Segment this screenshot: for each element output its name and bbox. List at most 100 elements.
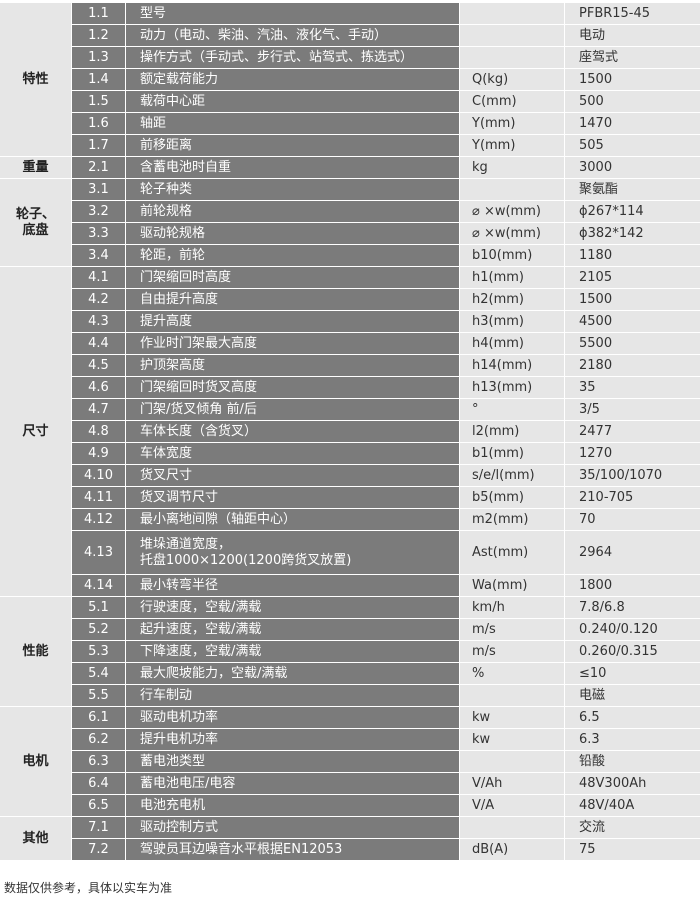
item-name: 起升速度，空载/满载: [126, 619, 460, 641]
item-number: 4.9: [72, 443, 126, 465]
item-value: 210-705: [565, 487, 700, 509]
spec-table: 特性 1.1 型号 PFBR15-45 1.2 动力（电动、柴油、汽油、液化气、手动） 电动…: [0, 3, 700, 861]
spec-row: 5.5 行车制动 电磁: [0, 685, 700, 707]
group-label: 重量: [0, 157, 72, 179]
item-name: 驾驶员耳边噪音水平根据EN12053: [126, 839, 460, 861]
item-value: 1500: [565, 289, 700, 311]
item-name: 前轮规格: [126, 201, 460, 223]
item-unit: Y(mm): [460, 135, 565, 157]
item-value: 70: [565, 509, 700, 531]
item-name: 最小转弯半径: [126, 575, 460, 597]
item-name: 前移距离: [126, 135, 460, 157]
item-number: 5.1: [72, 597, 126, 619]
item-name: 门架/货叉倾角 前/后: [126, 399, 460, 421]
spec-row: 4.13 堆垛通道宽度， 托盘1000×1200(1200跨货叉放置) Ast(mm…: [0, 531, 700, 575]
item-unit: [460, 25, 565, 47]
group-label: 性能: [0, 597, 72, 707]
spec-row: 尺寸 4.1 门架缩回时高度 h1(mm) 2105: [0, 267, 700, 597]
item-name: 堆垛通道宽度， 托盘1000×1200(1200跨货叉放置): [126, 531, 460, 575]
spec-row: 性能 5.1 行驶速度，空载/满载 km/h 7.8/6.8: [0, 597, 700, 707]
item-unit: h1(mm): [460, 267, 565, 289]
item-name: 轮子种类: [126, 179, 460, 201]
item-value: PFBR15-45: [565, 3, 700, 25]
group-label: 其他: [0, 817, 72, 861]
item-number: 3.3: [72, 223, 126, 245]
item-value: 铅酸: [565, 751, 700, 773]
item-unit: b10(mm): [460, 245, 565, 267]
item-name: 额定载荷能力: [126, 69, 460, 91]
item-number: 1.5: [72, 91, 126, 113]
item-value: 35/100/1070: [565, 465, 700, 487]
item-number: 6.3: [72, 751, 126, 773]
spec-row: 电机 6.1 驱动电机功率 kw 6.5: [0, 707, 700, 817]
item-name: 行驶速度，空载/满载: [126, 597, 460, 619]
spec-row: 7.2 驾驶员耳边噪音水平根据EN12053 dB(A) 75: [0, 839, 700, 861]
item-number: 1.7: [72, 135, 126, 157]
item-number: 1.3: [72, 47, 126, 69]
item-value: 电动: [565, 25, 700, 47]
item-value: 电磁: [565, 685, 700, 707]
item-number: 4.3: [72, 311, 126, 333]
item-value: 2964: [565, 531, 700, 575]
item-value: 5500: [565, 333, 700, 355]
item-value: 0.240/0.120: [565, 619, 700, 641]
item-value: ϕ382*142: [565, 223, 700, 245]
item-number: 6.4: [72, 773, 126, 795]
item-value: 1180: [565, 245, 700, 267]
item-unit: b1(mm): [460, 443, 565, 465]
item-number: 4.4: [72, 333, 126, 355]
spec-row: 5.2 起升速度，空载/满载 m/s 0.240/0.120: [0, 619, 700, 641]
item-name: 型号: [126, 3, 460, 25]
spec-row: 1.6 轴距 Y(mm) 1470: [0, 113, 700, 135]
spec-row: 其他 7.1 驱动控制方式 交流: [0, 817, 700, 861]
item-unit: [460, 3, 565, 25]
item-unit: ⌀ ×w(mm): [460, 201, 565, 223]
spec-row: 3.4 轮距，前轮 b10(mm) 1180: [0, 245, 700, 267]
item-number: 3.1: [72, 179, 126, 201]
item-name: 自由提升高度: [126, 289, 460, 311]
item-value: 6.3: [565, 729, 700, 751]
item-unit: V/Ah: [460, 773, 565, 795]
item-name: 门架缩回时货叉高度: [126, 377, 460, 399]
footnote: 数据仅供参考，具体以实车为准: [4, 881, 173, 895]
item-number: 4.10: [72, 465, 126, 487]
item-name: 行车制动: [126, 685, 460, 707]
item-unit: kw: [460, 729, 565, 751]
item-number: 6.5: [72, 795, 126, 817]
group-label: 轮子、 底盘: [0, 179, 72, 267]
item-unit: kg: [460, 157, 565, 179]
item-number: 1.6: [72, 113, 126, 135]
item-unit: s/e/l(mm): [460, 465, 565, 487]
item-unit: [460, 47, 565, 69]
spec-row: 4.5 护顶架高度 h14(mm) 2180: [0, 355, 700, 377]
item-name: 最大爬坡能力，空载/满载: [126, 663, 460, 685]
item-number: 5.3: [72, 641, 126, 663]
item-name: 车体长度（含货叉）: [126, 421, 460, 443]
item-unit: m/s: [460, 641, 565, 663]
item-unit: Wa(mm): [460, 575, 565, 597]
spec-row: 特性 1.1 型号 PFBR15-45: [0, 3, 700, 157]
item-name: 护顶架高度: [126, 355, 460, 377]
spec-row: 6.3 蓄电池类型 铅酸: [0, 751, 700, 773]
item-name: 驱动控制方式: [126, 817, 460, 839]
spec-row: 4.3 提升高度 h3(mm) 4500: [0, 311, 700, 333]
item-number: 6.1: [72, 707, 126, 729]
item-value: 505: [565, 135, 700, 157]
item-name: 操作方式（手动式、步行式、站驾式、拣选式）: [126, 47, 460, 69]
item-unit: ⌀ ×w(mm): [460, 223, 565, 245]
spec-row: 4.4 作业时门架最大高度 h4(mm) 5500: [0, 333, 700, 355]
item-unit: h4(mm): [460, 333, 565, 355]
item-value: 聚氨酯: [565, 179, 700, 201]
spec-row: 3.3 驱动轮规格 ⌀ ×w(mm) ϕ382*142: [0, 223, 700, 245]
item-number: 4.2: [72, 289, 126, 311]
item-name: 车体宽度: [126, 443, 460, 465]
spec-row: 4.7 门架/货叉倾角 前/后 ° 3/5: [0, 399, 700, 421]
item-value: 0.260/0.315: [565, 641, 700, 663]
item-value: 2477: [565, 421, 700, 443]
spec-row: 4.9 车体宽度 b1(mm) 1270: [0, 443, 700, 465]
item-unit: dB(A): [460, 839, 565, 861]
spec-row: 3.2 前轮规格 ⌀ ×w(mm) ϕ267*114: [0, 201, 700, 223]
spec-row: 1.4 额定载荷能力 Q(kg) 1500: [0, 69, 700, 91]
spec-row: 轮子、 底盘 3.1 轮子种类 聚氨酯: [0, 179, 700, 267]
spec-row: 6.4 蓄电池电压/电容 V/Ah 48V300Ah: [0, 773, 700, 795]
